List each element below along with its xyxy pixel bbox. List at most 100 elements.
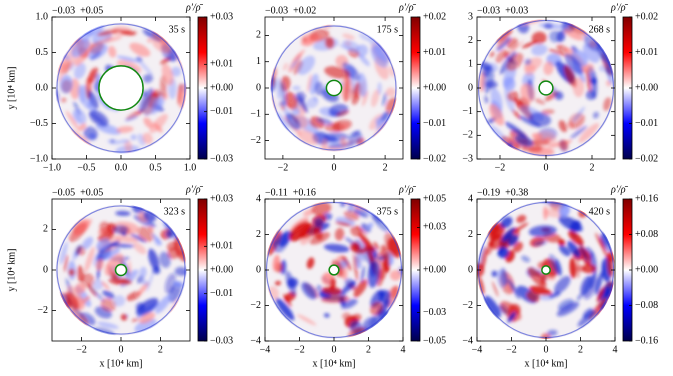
blob xyxy=(495,49,507,64)
blob xyxy=(350,313,362,323)
blob xyxy=(496,37,511,51)
x-tick-label: 0 xyxy=(332,162,337,173)
y-tick-label: 2 xyxy=(468,35,473,46)
blob xyxy=(97,28,121,37)
blob xyxy=(508,303,521,317)
y-tick-label: 0.0 xyxy=(36,82,49,93)
x-axis-label: x [10⁴ km] xyxy=(100,358,143,369)
blob xyxy=(583,34,600,52)
blob xyxy=(340,122,350,130)
y-tick-label: −0.5 xyxy=(30,118,48,129)
blob xyxy=(84,246,95,273)
max-label: +0.38 xyxy=(505,187,528,198)
blob xyxy=(498,247,509,259)
blob xyxy=(89,112,106,125)
blob xyxy=(323,313,330,318)
blob xyxy=(289,221,311,242)
blob xyxy=(580,275,592,296)
max-label: +0.05 xyxy=(80,5,103,16)
x-tick-label: 0 xyxy=(332,344,337,355)
blob xyxy=(69,129,91,147)
blob xyxy=(267,286,280,300)
blob xyxy=(147,38,152,43)
min-label: −0.03 xyxy=(477,5,500,16)
y-tick-label: 2 xyxy=(256,229,261,240)
blob xyxy=(169,299,181,314)
blob xyxy=(585,69,592,93)
x-tick-label: −2 xyxy=(495,162,506,173)
y-tick-label: −2 xyxy=(462,130,473,141)
core xyxy=(98,65,144,111)
blob xyxy=(531,31,547,45)
colorbar-tick-label: +0.05 xyxy=(423,193,446,204)
blob xyxy=(504,89,515,113)
y-tick-label: 4 xyxy=(256,193,261,204)
blob xyxy=(292,85,301,91)
x-tick-label: −0.5 xyxy=(77,162,95,173)
colorbar-tick-label: +0.08 xyxy=(635,229,658,240)
blob xyxy=(381,111,389,122)
blob xyxy=(559,203,570,218)
colorbar-tick-label: +0.03 xyxy=(210,193,233,204)
core xyxy=(538,80,554,96)
y-tick-label: 1.0 xyxy=(36,11,49,22)
x-tick-label: 2 xyxy=(578,344,583,355)
y-tick-label: 0 xyxy=(468,82,473,93)
blob xyxy=(323,243,350,253)
blob xyxy=(507,234,519,246)
blob xyxy=(297,55,316,75)
blob xyxy=(507,279,521,300)
blob xyxy=(607,252,614,278)
x-tick-label: 4 xyxy=(401,344,406,355)
blob xyxy=(142,132,153,145)
blob xyxy=(526,291,541,303)
x-tick-label: −2 xyxy=(506,344,517,355)
blob xyxy=(99,221,111,235)
blob xyxy=(373,120,389,139)
colorbar-tick-label: −0.01 xyxy=(210,288,233,299)
blob xyxy=(113,225,129,235)
blob xyxy=(564,53,584,75)
colorbar-label: ρ′/ρ̄ xyxy=(398,184,417,195)
max-label: +0.03 xyxy=(505,5,528,16)
colorbar-tick-label: +0.03 xyxy=(423,222,446,233)
y-tick-label: −4 xyxy=(250,335,261,346)
blob xyxy=(104,248,121,259)
blob xyxy=(548,49,568,57)
blob xyxy=(59,75,73,94)
colorbar-tick-label: +0.02 xyxy=(635,11,658,22)
blob xyxy=(504,121,527,139)
blob xyxy=(302,34,324,46)
blob xyxy=(358,54,370,67)
blob xyxy=(297,314,317,326)
blob xyxy=(133,242,147,255)
blob xyxy=(284,91,298,110)
colorbar-tick-label: +0.01 xyxy=(423,47,446,58)
time-label: 323 s xyxy=(164,206,186,217)
blob xyxy=(532,138,550,146)
x-tick-label: −4 xyxy=(472,344,483,355)
x-tick-label: 0.0 xyxy=(115,162,128,173)
blob xyxy=(272,238,278,247)
y-tick-label: 0 xyxy=(43,264,48,275)
blob xyxy=(521,41,538,49)
y-tick-label: 0 xyxy=(468,264,473,275)
blob xyxy=(512,109,522,120)
blob xyxy=(170,66,182,77)
blob xyxy=(350,242,361,253)
colorbar-tick-label: +0.01 xyxy=(635,47,658,58)
time-label: 175 s xyxy=(377,24,399,35)
min-label: −0.05 xyxy=(52,187,75,198)
blob xyxy=(484,295,501,318)
blob xyxy=(92,279,104,291)
colorbar-tick-label: −0.03 xyxy=(210,335,233,346)
blob xyxy=(136,56,143,62)
blob xyxy=(370,301,384,316)
blob xyxy=(83,126,98,141)
blob xyxy=(137,226,155,242)
blob xyxy=(341,298,358,309)
blob xyxy=(503,51,510,58)
blob xyxy=(359,246,369,254)
blob xyxy=(321,138,328,149)
blob xyxy=(116,126,134,133)
